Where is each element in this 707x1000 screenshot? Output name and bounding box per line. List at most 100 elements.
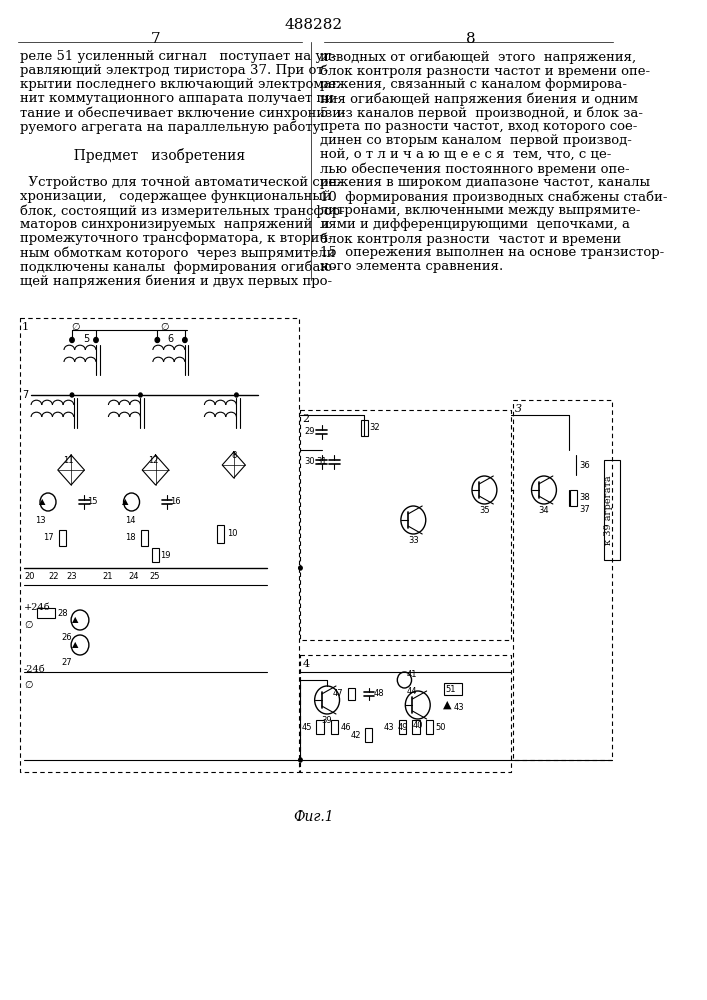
Text: щей напряжения биения и двух первых про-: щей напряжения биения и двух первых про- — [20, 274, 332, 288]
Text: ного элемента сравнения.: ного элемента сравнения. — [320, 260, 503, 273]
Text: ∅: ∅ — [24, 620, 33, 630]
Text: 42: 42 — [351, 730, 361, 740]
Text: 12: 12 — [148, 456, 158, 465]
Text: 13: 13 — [35, 516, 46, 525]
Text: 36: 36 — [580, 460, 590, 470]
Circle shape — [401, 506, 426, 534]
Text: нит коммутационного аппарата получает пи-: нит коммутационного аппарата получает пи… — [20, 92, 338, 105]
Text: 23: 23 — [66, 572, 77, 581]
Bar — [348, 688, 355, 700]
Text: равляющий электрод тиристора 37. При от-: равляющий электрод тиристора 37. При от- — [20, 64, 328, 77]
Text: 24: 24 — [129, 572, 139, 581]
Text: +24б: +24б — [24, 603, 51, 612]
Circle shape — [405, 691, 430, 719]
Text: 35: 35 — [479, 506, 490, 515]
Text: 43: 43 — [453, 704, 464, 712]
Text: 26: 26 — [62, 633, 72, 642]
Text: 37: 37 — [580, 506, 590, 514]
Text: 2: 2 — [302, 414, 310, 424]
Circle shape — [298, 758, 302, 762]
Bar — [366, 728, 373, 742]
Text: крытии последнего включающий электромаг-: крытии последнего включающий электромаг- — [20, 78, 343, 91]
Text: 488282: 488282 — [285, 18, 343, 32]
Text: 40: 40 — [412, 721, 423, 730]
Text: ▲: ▲ — [38, 497, 45, 506]
Text: ∅: ∅ — [160, 322, 169, 332]
Text: 7: 7 — [22, 390, 28, 400]
Text: тание и обеспечивает включение синхронизи-: тание и обеспечивает включение синхрониз… — [20, 106, 345, 119]
Text: блок, состоящий из измерительных трансфор-: блок, состоящий из измерительных трансфо… — [20, 204, 344, 218]
Text: 14: 14 — [125, 516, 136, 525]
Bar — [141, 530, 148, 546]
Text: 15  опережения выполнен на основе транзистор-: 15 опережения выполнен на основе транзис… — [320, 246, 665, 259]
Bar — [570, 490, 577, 506]
Text: 20: 20 — [24, 572, 35, 581]
Text: блок контроля разности  частот и времени: блок контроля разности частот и времени — [320, 232, 621, 245]
Text: 18: 18 — [125, 534, 136, 542]
Bar — [412, 720, 419, 734]
Text: 43: 43 — [384, 722, 395, 732]
Text: 32: 32 — [369, 424, 380, 432]
Circle shape — [94, 338, 98, 342]
Circle shape — [71, 635, 89, 655]
Text: 4: 4 — [302, 659, 310, 669]
Text: ▲: ▲ — [443, 700, 451, 710]
Text: литронами, включенными между выпрямите-: литронами, включенными между выпрямите- — [320, 204, 641, 217]
Bar — [399, 720, 407, 734]
Text: 19: 19 — [160, 550, 170, 560]
Text: 29: 29 — [304, 428, 315, 436]
Text: ▲: ▲ — [72, 615, 78, 624]
Circle shape — [40, 493, 56, 511]
Bar — [426, 720, 433, 734]
Circle shape — [71, 610, 89, 630]
Text: 7: 7 — [151, 32, 160, 46]
Bar — [331, 720, 338, 734]
Text: режения в широком диапазоне частот, каналы: режения в широком диапазоне частот, кана… — [320, 176, 650, 189]
Text: 50: 50 — [436, 722, 446, 732]
Text: 1: 1 — [21, 322, 28, 332]
Text: 5: 5 — [83, 334, 89, 344]
Text: 5  из каналов первой  производной, и блок за-: 5 из каналов первой производной, и блок … — [320, 106, 643, 119]
Text: к 39 агрегата: к 39 агрегата — [604, 475, 613, 545]
Text: 44: 44 — [407, 687, 418, 696]
Text: 10: 10 — [227, 530, 237, 538]
Text: 27: 27 — [62, 658, 72, 667]
Text: 51: 51 — [445, 684, 456, 694]
Text: 11: 11 — [63, 456, 74, 465]
Circle shape — [315, 686, 339, 714]
Text: 30: 30 — [304, 458, 315, 466]
Circle shape — [472, 476, 497, 504]
Text: 47: 47 — [332, 690, 343, 698]
Text: ным обмоткам которого  через выпрямители: ным обмоткам которого через выпрямители — [20, 246, 335, 259]
Text: ▲: ▲ — [72, 641, 78, 650]
Text: 34: 34 — [539, 506, 549, 515]
Text: лью обеспечения постоянного времени опе-: лью обеспечения постоянного времени опе- — [320, 162, 630, 176]
Text: 39: 39 — [322, 716, 332, 725]
Text: маторов синхронизируемых  напряжений  и: маторов синхронизируемых напряжений и — [20, 218, 329, 231]
Text: изводных от огибающей  этого  напряжения,: изводных от огибающей этого напряжения, — [320, 50, 636, 64]
Text: ния огибающей напряжения биения и одним: ния огибающей напряжения биения и одним — [320, 92, 638, 105]
Text: подключены каналы  формирования огибаю-: подключены каналы формирования огибаю- — [20, 260, 337, 273]
Text: хронизации,   содержащее функциональный: хронизации, содержащее функциональный — [20, 190, 331, 203]
Bar — [217, 525, 224, 543]
Bar — [317, 720, 324, 734]
Text: 8: 8 — [231, 451, 236, 460]
Text: 15: 15 — [87, 497, 98, 506]
Text: 46: 46 — [341, 722, 351, 732]
Circle shape — [139, 393, 142, 397]
Text: 41: 41 — [407, 670, 418, 679]
Text: -24б: -24б — [24, 665, 46, 674]
Text: режения, связанный с каналом формирова-: режения, связанный с каналом формирова- — [320, 78, 627, 91]
Text: ∅: ∅ — [24, 680, 33, 690]
Text: ∅: ∅ — [71, 322, 80, 332]
Bar — [604, 460, 621, 560]
Text: 28: 28 — [58, 608, 69, 617]
Circle shape — [124, 493, 139, 511]
Text: 45: 45 — [301, 722, 312, 732]
Text: блок контроля разности частот и времени опе-: блок контроля разности частот и времени … — [320, 64, 650, 78]
Text: 48: 48 — [373, 690, 384, 698]
Text: 3: 3 — [515, 404, 522, 414]
Bar — [445, 683, 462, 695]
Text: 33: 33 — [408, 536, 419, 545]
Text: 10  формирования производных снабжены стаби-: 10 формирования производных снабжены ста… — [320, 190, 667, 204]
